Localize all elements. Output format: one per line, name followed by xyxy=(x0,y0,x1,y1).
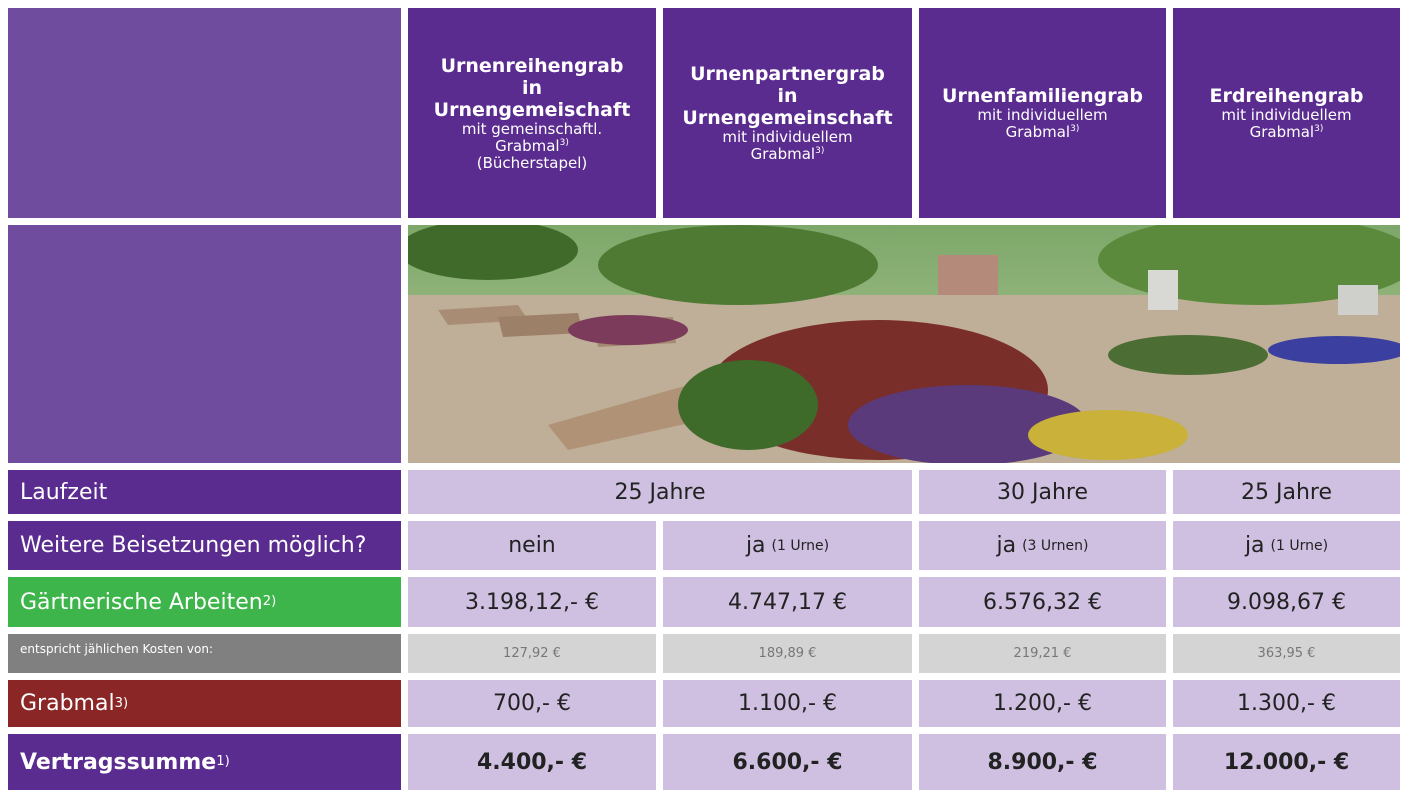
header-subtitle: mit individuellem xyxy=(977,107,1107,124)
cemetery-photo xyxy=(408,225,1400,463)
row-label: entspricht jählichen Kosten von: xyxy=(8,634,401,673)
header-title: Urnengemeinschaft xyxy=(682,107,892,129)
cell: 1.300,- € xyxy=(1173,680,1400,727)
cell: ja (1 Urne) xyxy=(663,521,912,570)
row-label: Laufzeit xyxy=(8,470,401,514)
footnote: 3) xyxy=(560,138,569,148)
cell: 700,- € xyxy=(408,680,656,727)
cell: 30 Jahre xyxy=(919,470,1166,514)
cell-text: ja xyxy=(997,533,1017,558)
header-subtitle: mit individuellem xyxy=(722,129,852,146)
corner-cell xyxy=(8,225,401,463)
header-title: in xyxy=(522,77,542,99)
subtitle-text: mit individuellem xyxy=(722,128,852,146)
corner-cell xyxy=(8,8,401,218)
subtitle-text: Grabmal xyxy=(1250,123,1314,141)
cell: 25 Jahre xyxy=(408,470,912,514)
subtitle-text: Grabmal xyxy=(751,145,815,163)
cell: 363,95 € xyxy=(1173,634,1400,673)
cell: 3.198,12,- € xyxy=(408,577,656,627)
page: UrnenreihengrabinUrnengemeischaftmit gem… xyxy=(0,0,1407,788)
header-subtitle: Grabmal3) xyxy=(1006,124,1080,141)
header-extra: (Bücherstapel) xyxy=(477,155,587,172)
header-title: Erdreihengrab xyxy=(1209,85,1363,107)
cell: ja (3 Urnen) xyxy=(919,521,1166,570)
cell: 1.200,- € xyxy=(919,680,1166,727)
cell: 4.400,- € xyxy=(408,734,656,790)
cell-text: nein xyxy=(508,533,556,558)
header-title: Urnenpartnergrab xyxy=(690,63,885,85)
footnote: 3) xyxy=(1314,124,1323,134)
cell: 127,92 € xyxy=(408,634,656,673)
label-text: Vertragssumme xyxy=(20,750,216,775)
subtitle-text: Grabmal xyxy=(495,137,559,155)
cell-note: (1 Urne) xyxy=(772,538,830,554)
cell-note: (3 Urnen) xyxy=(1022,538,1088,554)
cell: 8.900,- € xyxy=(919,734,1166,790)
header-title: in xyxy=(777,85,797,107)
header-title: Urnenfamiliengrab xyxy=(942,85,1143,107)
row-label: Weitere Beisetzungen möglich? xyxy=(8,521,401,570)
label-text: Gärtnerische Arbeiten xyxy=(20,590,263,615)
cell: 189,89 € xyxy=(663,634,912,673)
cell: 4.747,17 € xyxy=(663,577,912,627)
header-subtitle: mit individuellem xyxy=(1221,107,1351,124)
header-subtitle: Grabmal3) xyxy=(495,138,569,155)
cell-note: (1 Urne) xyxy=(1271,538,1329,554)
footnote: 3) xyxy=(815,146,824,156)
cell: 9.098,67 € xyxy=(1173,577,1400,627)
label-text: Grabmal xyxy=(20,691,115,716)
cell: 6.576,32 € xyxy=(919,577,1166,627)
photo-drawing xyxy=(408,225,1400,463)
subtitle-text: mit gemeinschaftl. xyxy=(462,120,602,138)
cell: nein xyxy=(408,521,656,570)
header-subtitle: Grabmal3) xyxy=(751,146,825,163)
cell: ja (1 Urne) xyxy=(1173,521,1400,570)
header-title: Urnengemeischaft xyxy=(434,99,631,121)
cell: 6.600,- € xyxy=(663,734,912,790)
cell: 25 Jahre xyxy=(1173,470,1400,514)
header-subtitle: Grabmal3) xyxy=(1250,124,1324,141)
cell-text: ja xyxy=(1245,533,1265,558)
cell-text: ja xyxy=(746,533,766,558)
cell: 1.100,- € xyxy=(663,680,912,727)
cell: 12.000,- € xyxy=(1173,734,1400,790)
subtitle-text: mit individuellem xyxy=(977,106,1107,124)
cell: 219,21 € xyxy=(919,634,1166,673)
subtitle-text: Grabmal xyxy=(1006,123,1070,141)
footnote: 3) xyxy=(1070,124,1079,134)
header-title: Urnenreihengrab xyxy=(441,55,624,77)
header-subtitle: mit gemeinschaftl. xyxy=(462,121,602,138)
subtitle-text: mit individuellem xyxy=(1221,106,1351,124)
